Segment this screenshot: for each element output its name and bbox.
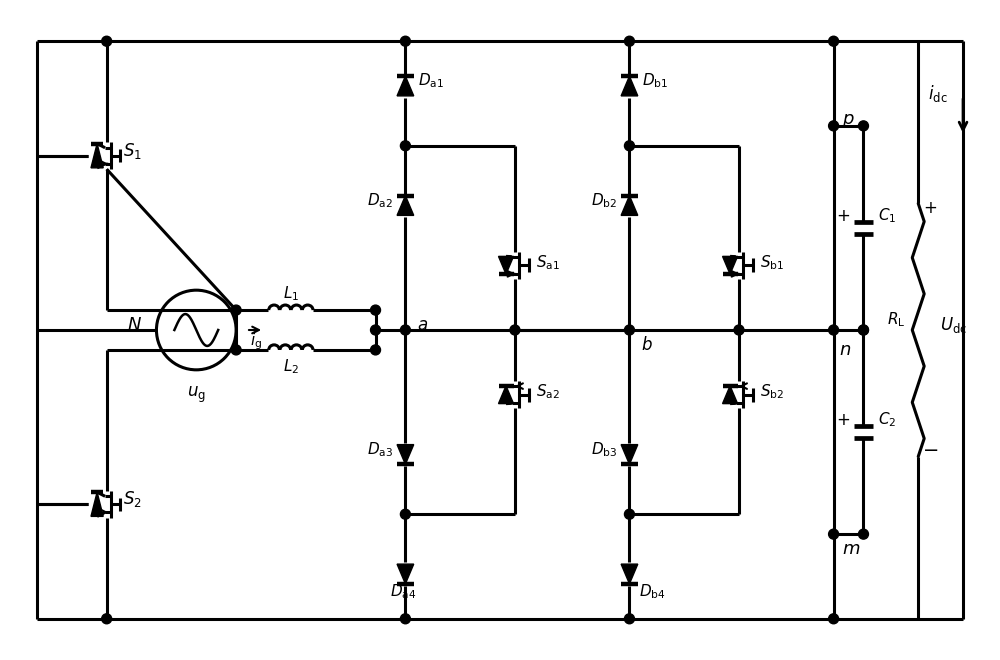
Circle shape <box>102 614 112 624</box>
Text: $L_1$: $L_1$ <box>283 284 299 302</box>
Text: $S_{\rm a2}$: $S_{\rm a2}$ <box>536 382 560 401</box>
Circle shape <box>624 141 634 150</box>
Polygon shape <box>397 76 414 96</box>
Polygon shape <box>91 144 103 168</box>
Polygon shape <box>723 256 738 274</box>
Text: $C_2$: $C_2$ <box>878 411 897 430</box>
Text: $+$: $+$ <box>836 207 851 225</box>
Text: $i_{\rm dc}$: $i_{\rm dc}$ <box>928 82 948 104</box>
Polygon shape <box>91 492 103 516</box>
Circle shape <box>400 141 410 150</box>
Text: $b$: $b$ <box>641 336 653 354</box>
Polygon shape <box>397 564 414 584</box>
Text: $D_{\rm b2}$: $D_{\rm b2}$ <box>591 191 618 210</box>
Circle shape <box>400 36 410 46</box>
Circle shape <box>624 510 634 519</box>
Circle shape <box>231 305 241 315</box>
Text: $D_{\rm b4}$: $D_{\rm b4}$ <box>639 583 666 601</box>
Text: $C_1$: $C_1$ <box>878 207 897 225</box>
Circle shape <box>858 529 868 539</box>
Circle shape <box>624 325 634 335</box>
Text: $S_{\rm b2}$: $S_{\rm b2}$ <box>760 382 784 401</box>
Circle shape <box>400 325 410 335</box>
Text: $+$: $+$ <box>836 411 851 429</box>
Text: $m$: $m$ <box>842 540 860 558</box>
Circle shape <box>231 345 241 355</box>
Text: $D_{\rm b3}$: $D_{\rm b3}$ <box>591 440 618 459</box>
Circle shape <box>510 325 520 335</box>
Circle shape <box>829 614 839 624</box>
Text: $n$: $n$ <box>839 341 851 359</box>
Text: $-$: $-$ <box>922 439 938 458</box>
Circle shape <box>371 345 381 355</box>
Text: $U_{\rm dc}$: $U_{\rm dc}$ <box>940 315 967 335</box>
Polygon shape <box>621 445 638 465</box>
Text: $S_{\rm a1}$: $S_{\rm a1}$ <box>536 253 560 272</box>
Text: $S_{\rm b1}$: $S_{\rm b1}$ <box>760 253 784 272</box>
Text: $N$: $N$ <box>127 316 142 334</box>
Text: $i_{\rm g}$: $i_{\rm g}$ <box>250 331 262 352</box>
Text: $D_{\rm b1}$: $D_{\rm b1}$ <box>642 72 669 90</box>
Circle shape <box>829 529 839 539</box>
Circle shape <box>858 325 868 335</box>
Text: $D_{\rm a1}$: $D_{\rm a1}$ <box>418 72 444 90</box>
Polygon shape <box>621 564 638 584</box>
Circle shape <box>400 614 410 624</box>
Text: $p$: $p$ <box>842 112 854 130</box>
Text: $D_{\rm a2}$: $D_{\rm a2}$ <box>367 191 393 210</box>
Polygon shape <box>397 445 414 465</box>
Circle shape <box>829 121 839 131</box>
Polygon shape <box>723 386 738 404</box>
Circle shape <box>829 36 839 46</box>
Circle shape <box>858 121 868 131</box>
Text: $+$: $+$ <box>923 199 937 217</box>
Text: $R_{\rm L}$: $R_{\rm L}$ <box>887 311 906 329</box>
Text: $a$: $a$ <box>417 316 428 334</box>
Circle shape <box>624 36 634 46</box>
Circle shape <box>102 36 112 46</box>
Circle shape <box>829 325 839 335</box>
Polygon shape <box>499 386 514 404</box>
Text: $D_{\rm a4}$: $D_{\rm a4}$ <box>390 583 417 601</box>
Text: $u_{\rm g}$: $u_{\rm g}$ <box>187 385 206 405</box>
Circle shape <box>400 510 410 519</box>
Text: $L_2$: $L_2$ <box>283 358 299 376</box>
Circle shape <box>858 325 868 335</box>
Polygon shape <box>621 76 638 96</box>
Polygon shape <box>397 195 414 215</box>
Circle shape <box>371 305 381 315</box>
Circle shape <box>371 325 381 335</box>
Text: $D_{\rm a3}$: $D_{\rm a3}$ <box>367 440 393 459</box>
Polygon shape <box>621 195 638 215</box>
Polygon shape <box>499 256 514 274</box>
Text: $S_1$: $S_1$ <box>123 141 142 161</box>
Circle shape <box>624 614 634 624</box>
Circle shape <box>734 325 744 335</box>
Text: $S_2$: $S_2$ <box>123 490 141 510</box>
